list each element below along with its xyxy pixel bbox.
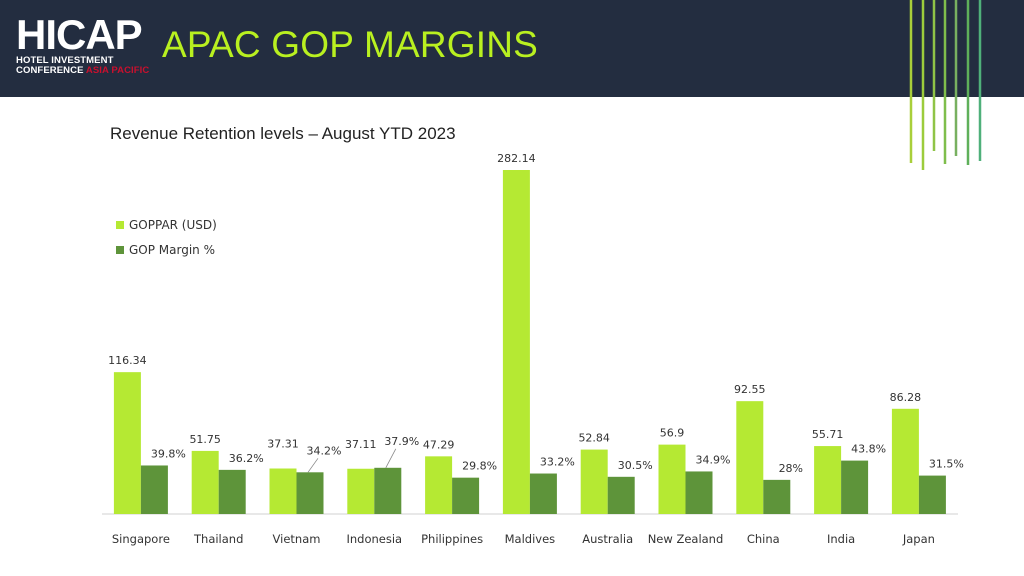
leader-line [385, 448, 397, 468]
goppar-data-label: 52.84 [578, 432, 610, 445]
legend-goppar: GOPPAR (USD) [116, 218, 217, 232]
goppar-data-label: 86.28 [890, 391, 922, 404]
margin-data-label: 30.5% [618, 459, 653, 472]
legend-margin: GOP Margin % [116, 243, 215, 257]
logo-line-2: CONFERENCE ASIA PACIFIC [16, 66, 149, 76]
category-label: Thailand [193, 532, 243, 546]
goppar-data-label: 51.75 [189, 433, 221, 446]
margin-data-label: 39.8% [151, 447, 186, 460]
margin-data-label: 28% [779, 462, 803, 475]
margin-data-label: 29.8% [462, 460, 497, 473]
category-label: Singapore [112, 532, 170, 546]
hicap-logo: HICAP HOTEL INVESTMENT CONFERENCE ASIA P… [16, 14, 149, 76]
chart-title: Revenue Retention levels – August YTD 20… [110, 124, 456, 143]
margin-data-label: 36.2% [229, 452, 264, 465]
goppar-data-label: 56.9 [660, 427, 685, 440]
goppar-data-label: 116.34 [108, 354, 147, 367]
goppar-bar [347, 468, 375, 514]
margin-bar [374, 467, 402, 514]
goppar-bar [814, 446, 842, 514]
goppar-data-label: 37.11 [345, 438, 377, 451]
logo-accent: ASIA PACIFIC [85, 65, 150, 76]
logo-line-1: HOTEL INVESTMENT [16, 55, 114, 66]
goppar-bar [502, 170, 530, 514]
category-label: New Zealand [648, 532, 724, 546]
margin-bar [685, 471, 713, 514]
slide-title: APAC GOP MARGINS [162, 24, 539, 65]
goppar-bar [269, 468, 297, 514]
goppar-data-label: 92.55 [734, 383, 766, 396]
legend-label-margin: GOP Margin % [129, 243, 215, 257]
logo-conference: CONFERENCE [16, 65, 84, 76]
category-label: China [747, 532, 780, 546]
margin-bar [607, 476, 635, 514]
category-label: Australia [582, 532, 633, 546]
margin-bar [529, 473, 557, 514]
margin-bar [763, 479, 791, 514]
leader-line [307, 458, 319, 473]
margin-data-label: 37.9% [384, 435, 419, 448]
margin-data-label: 43.8% [851, 443, 886, 456]
category-label: Japan [902, 532, 935, 546]
margin-bar [140, 465, 168, 514]
legend-swatch-goppar [116, 221, 124, 229]
goppar-bar [425, 456, 453, 514]
goppar-data-label: 282.14 [497, 152, 536, 165]
category-label: Indonesia [346, 532, 402, 546]
margin-bar [918, 475, 946, 514]
goppar-data-label: 55.71 [812, 428, 844, 441]
category-label: Maldives [505, 532, 556, 546]
goppar-data-label: 47.29 [423, 438, 455, 451]
logo-mark: HICAP [16, 11, 143, 58]
category-label: Vietnam [273, 532, 321, 546]
goppar-data-label: 37.31 [267, 438, 299, 451]
margin-bar [841, 460, 869, 514]
margin-bar [452, 477, 480, 514]
margin-data-label: 31.5% [929, 458, 964, 471]
goppar-bar [191, 450, 219, 514]
goppar-bar [580, 449, 608, 514]
margin-data-label: 34.9% [696, 453, 731, 466]
category-label: India [827, 532, 855, 546]
goppar-bar [658, 444, 686, 514]
margin-data-label: 34.2% [307, 444, 342, 457]
margin-bar [296, 472, 324, 514]
margin-data-label: 33.2% [540, 456, 575, 469]
goppar-bar [736, 401, 764, 514]
margin-bar [218, 469, 246, 514]
header-bar: HICAP HOTEL INVESTMENT CONFERENCE ASIA P… [0, 0, 1024, 97]
legend-swatch-margin [116, 246, 124, 254]
category-label: Philippines [421, 532, 483, 546]
goppar-bar [113, 372, 141, 514]
goppar-bar [891, 408, 919, 514]
legend-label-goppar: GOPPAR (USD) [129, 218, 217, 232]
